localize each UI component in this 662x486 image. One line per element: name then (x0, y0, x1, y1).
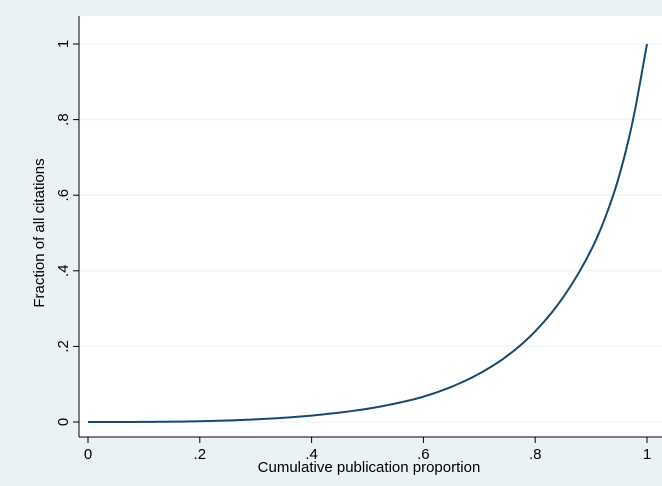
gridlines (79, 43, 662, 423)
x-tick-label-3: .6 (417, 446, 430, 463)
x-tick-label-1: .2 (194, 446, 207, 463)
y-tick-label-3: .6 (55, 189, 72, 202)
plot-area (79, 16, 662, 437)
y-axis-title: Fraction of all citations (31, 158, 48, 307)
y-tick-label-4: .8 (55, 113, 72, 126)
x-tick-label-0: 0 (84, 446, 92, 463)
x-tick-label-2: .4 (305, 446, 318, 463)
x-tick-label-5: 1 (643, 446, 651, 463)
x-axis-title: Cumulative publication proportion (258, 459, 481, 476)
y-tick-label-5: 1 (55, 40, 72, 48)
x-tick-label-4: .8 (529, 446, 542, 463)
series-line-0 (87, 43, 648, 423)
y-tick-label-0: 0 (55, 418, 72, 426)
y-tick-label-1: .2 (55, 340, 72, 353)
y-tick-label-2: .4 (55, 265, 72, 278)
axes: 0 .2 .4 .6 .8 1 0 .2 .4 .6 .8 1 (55, 16, 662, 463)
series-layer (87, 43, 648, 423)
